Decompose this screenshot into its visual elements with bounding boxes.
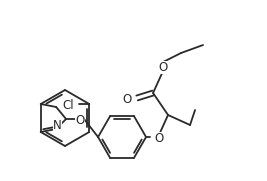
Text: Cl: Cl: [63, 99, 74, 112]
Text: O: O: [123, 93, 132, 106]
Text: O: O: [75, 114, 85, 127]
Text: O: O: [158, 61, 168, 74]
Text: N: N: [53, 119, 61, 132]
Text: O: O: [154, 132, 163, 145]
